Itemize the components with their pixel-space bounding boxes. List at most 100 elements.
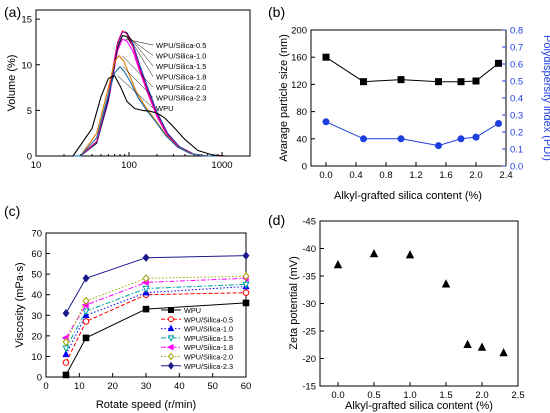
panel-c-legend-marker: [168, 316, 174, 323]
panel-d-data-point: [477, 342, 487, 351]
panel-c-legend: WPUWPU/Silica-0.5WPU/Silica-1.0WPU/Silic…: [161, 306, 233, 371]
panel-c-legend-label: WPU/Silica-2.0: [184, 353, 233, 362]
panel-a-ticks: 10 100 1000 0 5 10 15: [21, 15, 251, 171]
panel-a-legend-leader: [125, 38, 154, 46]
panel-a-legend-leader: [121, 55, 154, 88]
panel-d-letter: (d): [268, 212, 285, 228]
panel-a-y-axis-label: Volume (%): [6, 55, 18, 112]
panel-c-legend-label: WPU/Silica-1.8: [184, 343, 233, 352]
panel-b-data-point: [495, 120, 502, 127]
panel-b-y-tick-label: 40: [296, 134, 307, 145]
panel-c-viscosity: (c) 0 10 20 30 40 50 60 0 10 20 30 40 50 60 70 Viscosi…: [4, 203, 251, 411]
panel-b-x-axis-label: Alkyl-grafted silica content (%): [334, 190, 482, 202]
panel-c-data-point: [62, 371, 70, 379]
panel-c-legend-marker: [168, 307, 174, 313]
panel-d-x-axis-label: Alkyl-grafted silica content (%): [345, 400, 493, 412]
panel-b-y2-axis-label: Polydispersity index (PDI): [541, 35, 550, 161]
panel-c-data-point: [242, 272, 250, 281]
panel-b-y2-tick-label: 0.6: [510, 60, 523, 71]
panel-b-y2-tick-label: 0.5: [510, 77, 523, 88]
panel-c-data-point: [142, 285, 150, 293]
panel-a-letter: (a): [4, 4, 21, 20]
panel-b-data-point: [360, 135, 367, 143]
panel-d-x-tick-label: 0.5: [367, 390, 380, 401]
panel-c-data-point: [62, 309, 70, 318]
panel-c-data-point: [242, 281, 250, 289]
panel-b-y-tick-label: 160: [291, 53, 307, 64]
panel-d-y-tick-label: -20: [302, 354, 316, 365]
panel-a-x-tick-label: 100: [121, 160, 137, 171]
panel-b-data-point: [472, 77, 480, 85]
panel-a-legend-label: WPU/Silica-0.5: [156, 41, 206, 50]
panel-b-y2-tick-label: 0.4: [510, 94, 523, 105]
panel-c-data-point: [242, 251, 250, 260]
panel-b-y-tick-label: 200: [291, 26, 307, 37]
panel-a-y-tick-label: 0: [27, 152, 32, 163]
panel-c-data-point: [82, 274, 90, 283]
panel-b-series: [322, 53, 502, 150]
panel-a-legend-label: WPU/Silica-1.8: [156, 73, 206, 82]
panel-b-x-tick-label: 2.0: [469, 170, 482, 181]
panel-b-y-tick-label: 120: [291, 80, 307, 91]
panel-c-x-axis-label: Rotate speed (r/min): [96, 399, 196, 411]
panel-c-y-tick-label: 30: [31, 311, 42, 322]
panel-a-legend-label: WPU/Silica-1.5: [156, 62, 206, 71]
panel-c-legend-label: WPU/Silica-2.3: [184, 362, 233, 371]
panel-a-series-line: [36, 75, 226, 157]
panel-c-y-tick-label: 0: [37, 373, 42, 384]
panel-a-x-tick-label: 10: [31, 160, 42, 171]
panel-c-legend-marker: [167, 324, 175, 332]
panel-a-legend-leader: [125, 31, 154, 67]
panel-c-data-point: [62, 337, 70, 347]
panel-d-data-point: [369, 249, 379, 258]
panel-b-particle-size-pdi: (b) 0.0 0.4 0.8 1.2 1.6 2.0 2.4040801201602000…: [268, 4, 550, 202]
panel-d-x-tick-label: 0.0: [331, 390, 344, 401]
panel-c-y-axis-label: Viscosity (mPa·s): [14, 262, 26, 347]
panel-a-legend-label: WPU/Silica-1.0: [156, 52, 206, 61]
panel-b-series-line: [325, 121, 499, 147]
panel-c-y-tick-label: 20: [31, 331, 42, 342]
panel-c-series-line: [65, 277, 247, 339]
panel-c-legend-label: WPU/Silica-1.0: [184, 325, 233, 334]
panel-c-y-tick-label: 60: [31, 249, 42, 260]
panel-c-x-tick-label: 50: [207, 381, 218, 392]
panel-b-y2-tick-label: 0.0: [510, 162, 523, 173]
panel-a-series-line: [36, 66, 218, 157]
panel-b-data-point: [457, 78, 465, 86]
panel-b-data-point: [472, 133, 480, 141]
panel-a-y-tick-label: 15: [21, 15, 32, 26]
panel-c-data-point: [62, 349, 70, 358]
panel-b-x-tick-label: 0.0: [319, 170, 332, 181]
panel-c-series: [61, 251, 250, 379]
panel-d-data-point: [333, 260, 343, 269]
panel-d-data-point: [499, 348, 508, 357]
panel-c-series-line: [65, 292, 247, 363]
panel-c-data-point: [62, 359, 70, 366]
panel-a-legend-leader: [122, 66, 154, 98]
panel-b-y-axis-label: Avarage particle size (nm): [278, 34, 290, 162]
panel-d-data-point: [463, 339, 472, 348]
panel-d-frame: [319, 220, 519, 387]
panel-c-y-tick-label: 50: [31, 270, 42, 281]
panel-c-legend-marker: [167, 361, 175, 370]
panel-a-y-tick-label: 10: [21, 60, 32, 71]
panel-b-data-point: [435, 142, 442, 150]
panel-b-ticks: 0.0 0.4 0.8 1.2 1.6 2.0 2.4 0 40 80 120 160 200 0.0 0.…: [291, 26, 523, 182]
panel-b-data-point: [322, 118, 330, 126]
panel-c-legend-label: WPU/Silica-1.5: [184, 334, 233, 343]
panel-b-data-point: [397, 135, 405, 143]
panel-a-legend: WPU/Silica-0.5WPU/Silica-1.0WPU/Silica-1…: [117, 30, 206, 113]
panel-c-legend-marker: [167, 352, 175, 361]
panel-b-y2-tick-label: 0.7: [510, 43, 523, 54]
panel-b-y2-tick-label: 0.8: [510, 26, 523, 37]
panel-c-x-tick-label: 20: [107, 381, 118, 392]
panel-c-x-tick-label: 60: [241, 381, 252, 392]
panel-b-data-point: [435, 78, 442, 86]
panel-a-legend-label: WPU/Silica-2.0: [156, 83, 206, 92]
panel-d-y-tick-label: -25: [302, 327, 316, 338]
panel-a-frame: [35, 9, 251, 157]
panel-b-x-tick-label: 1.6: [439, 170, 452, 181]
panel-b-frame: [310, 29, 507, 167]
panel-c-data-point: [142, 305, 150, 313]
panel-b-x-tick-label: 2.4: [499, 170, 512, 181]
